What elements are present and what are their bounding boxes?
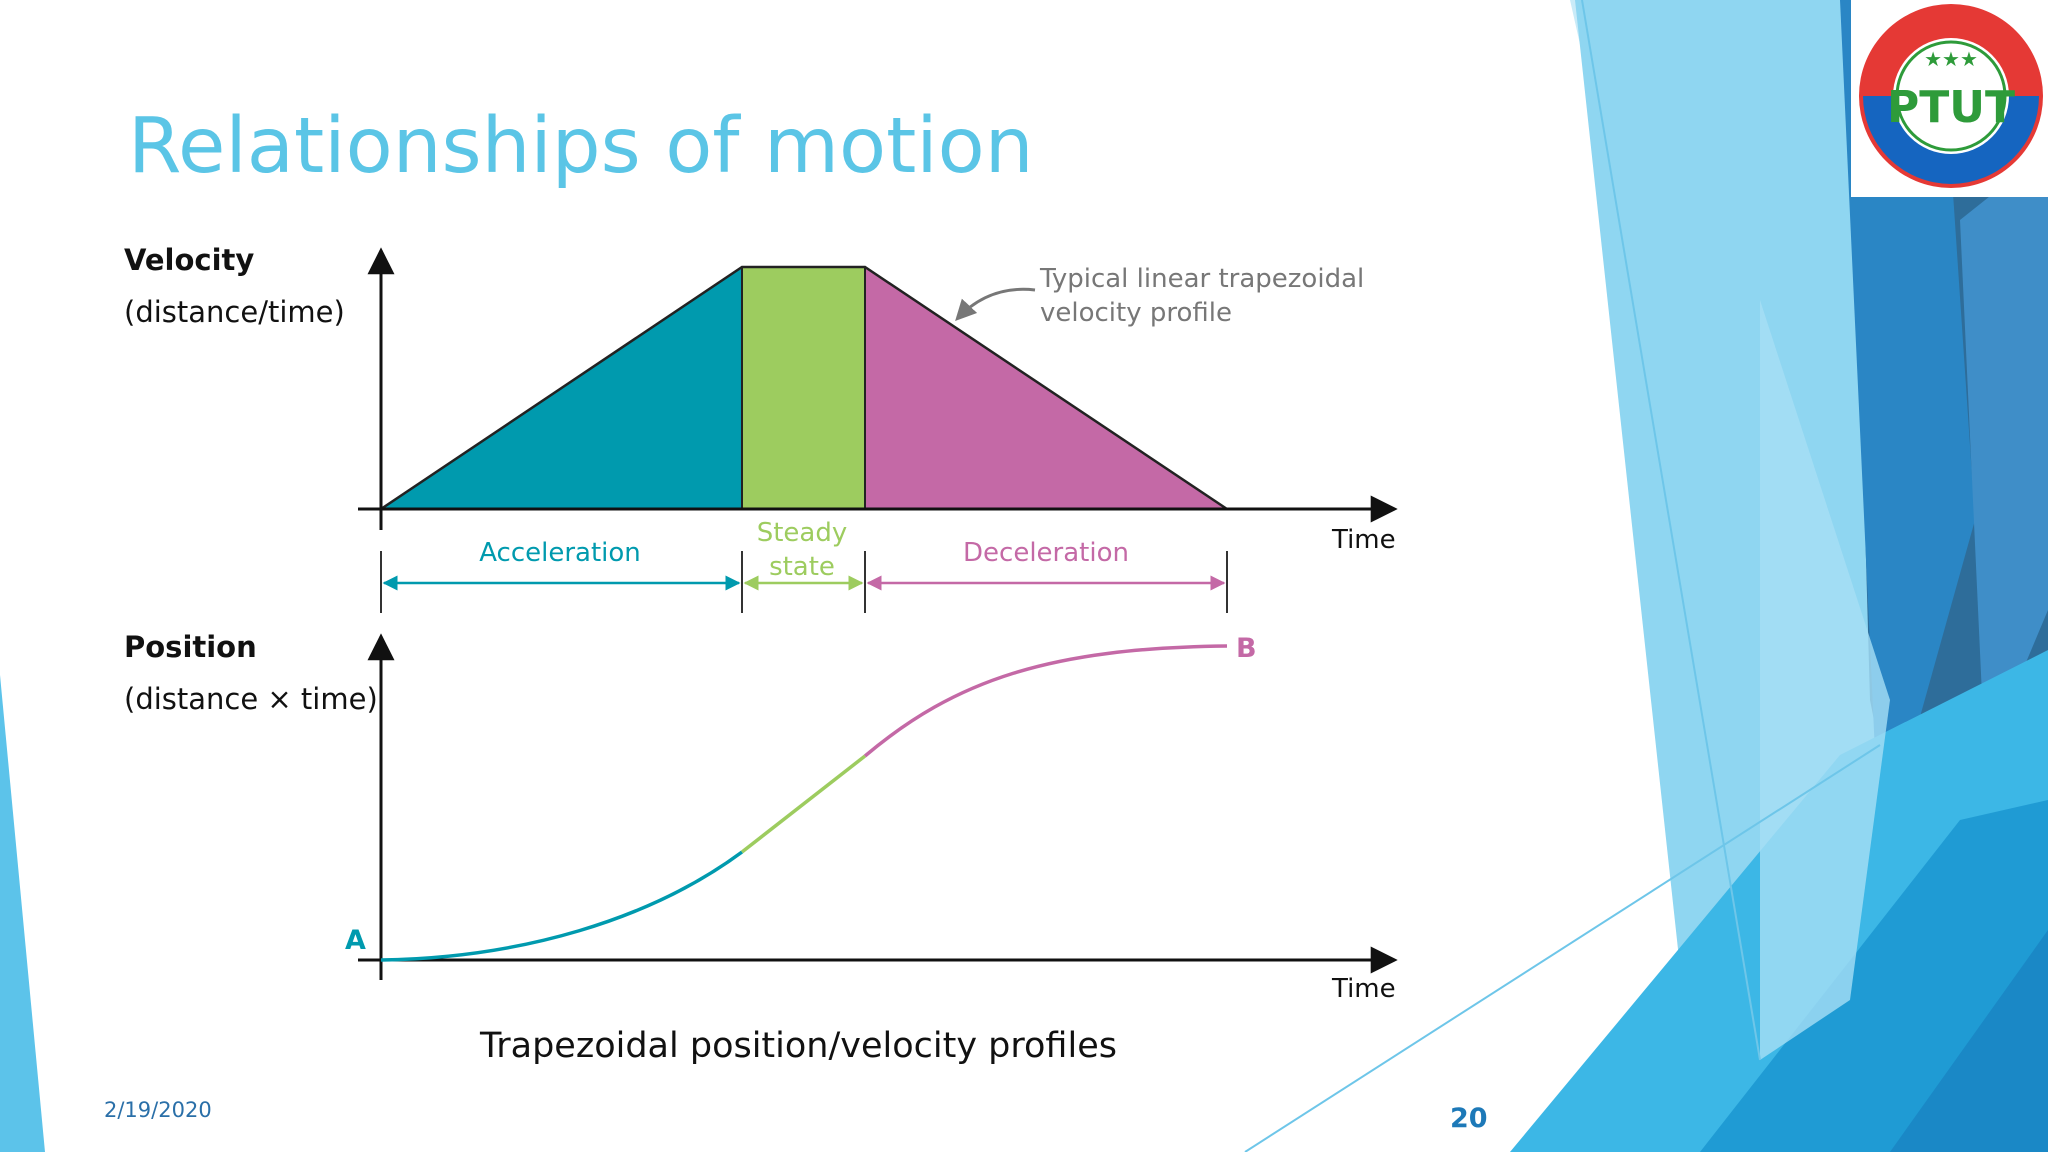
time-axis-label-top: Time bbox=[1331, 525, 1396, 555]
svg-text:★★★: ★★★ bbox=[1924, 47, 1978, 71]
deco-panel bbox=[1960, 150, 2048, 760]
velocity-unit-label: (distance/time) bbox=[124, 295, 345, 329]
position-curve-acceleration bbox=[380, 850, 744, 962]
trapezoid-outline bbox=[380, 265, 1228, 511]
time-axis-label-bottom: Time bbox=[1331, 974, 1396, 1004]
deco-line bbox=[1581, 0, 1761, 1061]
deceleration-label: Deceleration bbox=[963, 538, 1129, 568]
position-axis-label: Position bbox=[124, 630, 257, 664]
deco-panel bbox=[0, 675, 45, 1152]
annotation-line-2: velocity profile bbox=[1040, 298, 1232, 328]
velocity-axis-label: Velocity bbox=[124, 243, 254, 277]
annotation-arrow bbox=[955, 287, 1036, 322]
figure-caption: Trapezoidal position/velocity profiles bbox=[480, 1026, 1117, 1066]
slide-date: 2/19/2020 bbox=[104, 1098, 212, 1122]
slide-title: Relationships of motion bbox=[128, 102, 1034, 191]
page-number: 20 bbox=[1450, 1103, 1488, 1134]
gear-logo-icon: ★★★ PTUT bbox=[1859, 4, 2043, 188]
point-a-label: A bbox=[345, 925, 366, 956]
steady-label-line-2: state bbox=[769, 552, 835, 582]
acceleration-label: Acceleration bbox=[479, 538, 641, 568]
point-b-label: B bbox=[1236, 633, 1257, 664]
position-curve-deceleration bbox=[863, 644, 1228, 758]
position-unit-label: (distance × time) bbox=[124, 682, 378, 716]
steady-state-region bbox=[742, 267, 865, 509]
deco-panel bbox=[1760, 300, 1890, 1060]
deco-line bbox=[1244, 744, 1881, 1152]
deco-panel bbox=[1890, 930, 2048, 1152]
position-curve-steady bbox=[740, 754, 867, 854]
university-logo: ★★★ PTUT bbox=[1851, 0, 2048, 197]
logo-text: PTUT bbox=[1887, 82, 2015, 133]
deco-panel bbox=[1840, 0, 1975, 860]
annotation-line-1: Typical linear trapezoidal bbox=[1039, 264, 1364, 294]
steady-label-line-1: Steady bbox=[757, 518, 848, 548]
